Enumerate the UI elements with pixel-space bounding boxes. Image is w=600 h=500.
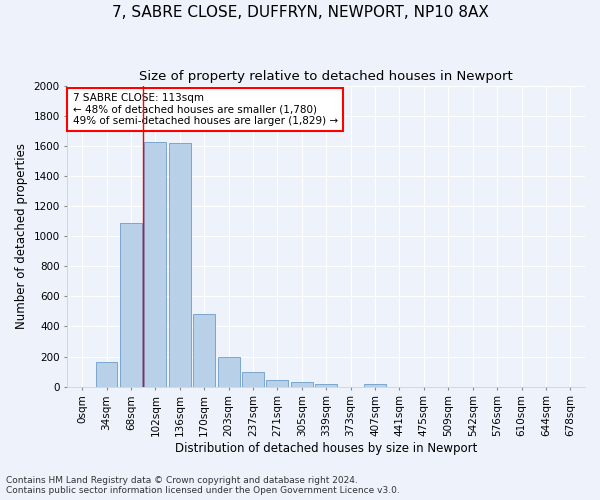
Bar: [169, 143, 191, 386]
Text: Contains HM Land Registry data © Crown copyright and database right 2024.
Contai: Contains HM Land Registry data © Crown c…: [6, 476, 400, 495]
Text: 7, SABRE CLOSE, DUFFRYN, NEWPORT, NP10 8AX: 7, SABRE CLOSE, DUFFRYN, NEWPORT, NP10 8…: [112, 5, 488, 20]
Bar: [95, 362, 118, 386]
Bar: [145, 142, 166, 386]
Bar: [364, 384, 386, 386]
Bar: [315, 384, 337, 386]
Bar: [242, 372, 264, 386]
Y-axis label: Number of detached properties: Number of detached properties: [15, 143, 28, 329]
Bar: [218, 356, 239, 386]
Bar: [120, 222, 142, 386]
Bar: [266, 380, 289, 386]
Text: 7 SABRE CLOSE: 113sqm
← 48% of detached houses are smaller (1,780)
49% of semi-d: 7 SABRE CLOSE: 113sqm ← 48% of detached …: [73, 93, 338, 126]
Bar: [291, 382, 313, 386]
Bar: [193, 314, 215, 386]
X-axis label: Distribution of detached houses by size in Newport: Distribution of detached houses by size …: [175, 442, 478, 455]
Title: Size of property relative to detached houses in Newport: Size of property relative to detached ho…: [139, 70, 513, 83]
